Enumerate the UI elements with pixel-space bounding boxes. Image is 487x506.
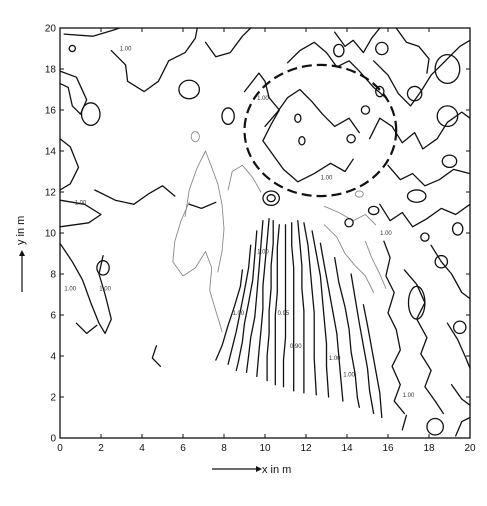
- y-tick-label: 12: [45, 188, 57, 199]
- y-tick-label: 10: [45, 229, 57, 240]
- contour-value-label: 1.00: [257, 96, 269, 102]
- y-tick-label: 18: [45, 65, 57, 76]
- contour-value-label: 1.00: [75, 200, 87, 206]
- contour-value-label: 1.00: [380, 231, 392, 237]
- contour-value-label: 1.00: [329, 356, 341, 362]
- y-tick-label: 0: [50, 434, 56, 445]
- contour-value-label: 0.95: [278, 311, 290, 317]
- contour-value-label: 1.00: [403, 393, 415, 399]
- contour-value-label: 1.00: [343, 373, 355, 379]
- x-tick-label: 4: [139, 443, 145, 454]
- y-tick-label: 14: [45, 147, 57, 158]
- y-tick-label: 20: [45, 24, 57, 35]
- contour-value-label: 1.00: [64, 286, 76, 292]
- x-tick-label: 16: [382, 443, 394, 454]
- y-tick-label: 6: [50, 311, 56, 322]
- x-tick-label: 2: [98, 443, 104, 454]
- x-tick-label: 0: [57, 443, 63, 454]
- y-tick-label: 8: [50, 270, 56, 281]
- x-axis-label: x in m: [262, 464, 291, 476]
- x-tick-label: 12: [300, 443, 312, 454]
- contour-value-label: 1.00: [99, 286, 111, 292]
- contour-value-label: 1.00: [233, 311, 245, 317]
- contour-value-label: 1.00: [321, 176, 333, 182]
- x-tick-label: 18: [423, 443, 435, 454]
- contour-value-label: 1.00: [257, 250, 269, 256]
- x-tick-label: 14: [341, 443, 353, 454]
- x-tick-label: 6: [180, 443, 186, 454]
- x-tick-label: 20: [464, 443, 476, 454]
- contour-value-label: 1.00: [120, 47, 132, 53]
- y-tick-label: 16: [45, 106, 57, 117]
- contour-value-label: 0.90: [290, 344, 302, 350]
- x-tick-label: 10: [259, 443, 271, 454]
- x-tick-label: 8: [221, 443, 227, 454]
- y-tick-label: 4: [50, 352, 56, 363]
- y-tick-label: 2: [50, 393, 56, 404]
- y-axis-label: y in m: [15, 216, 27, 245]
